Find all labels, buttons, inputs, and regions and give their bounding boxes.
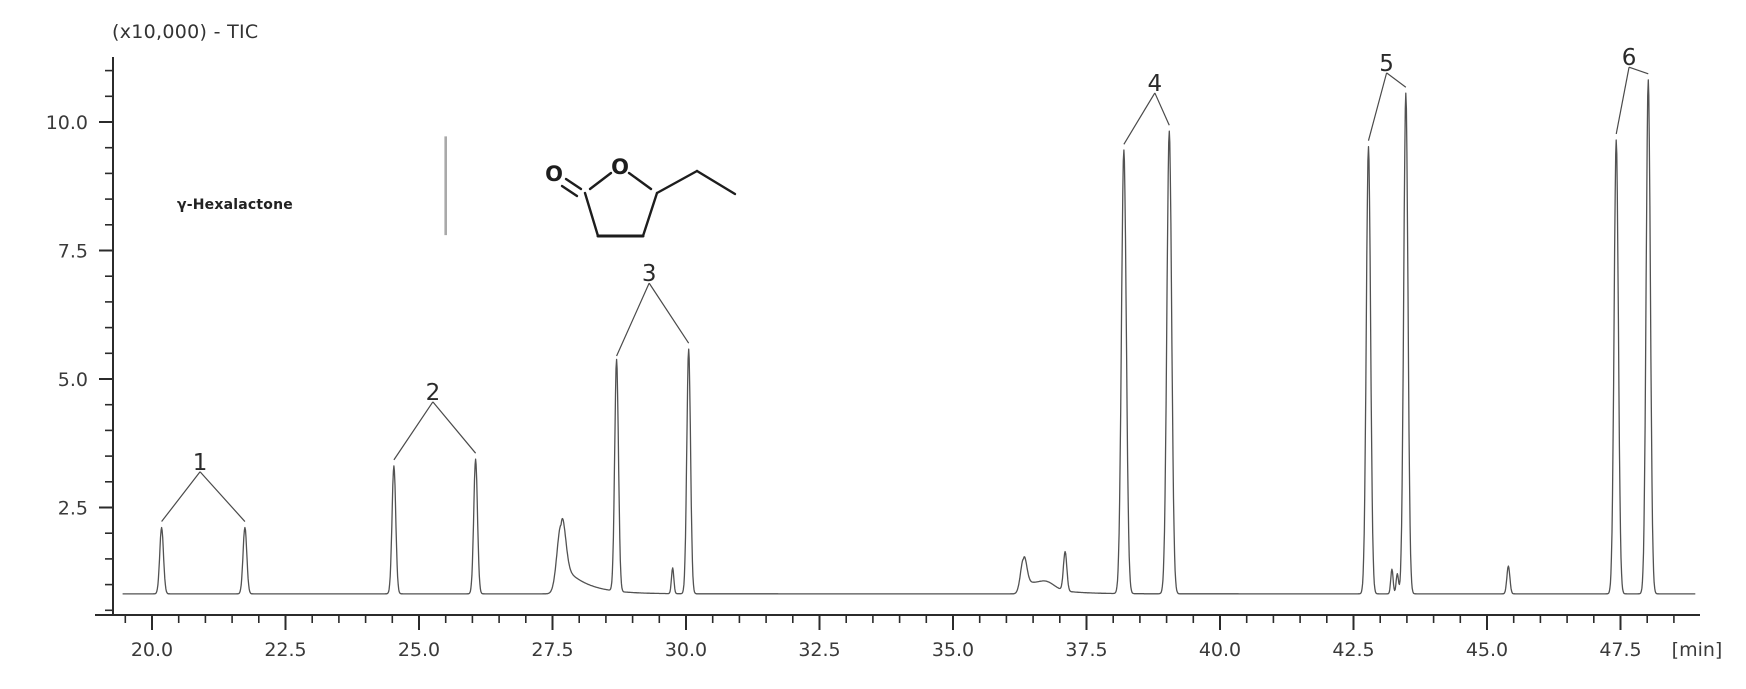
- x-tick-label: 45.0: [1466, 639, 1508, 661]
- peak-callout-line: [432, 401, 477, 454]
- carbonyl-oxygen-label: O: [545, 162, 563, 186]
- x-tick-label: 30.0: [665, 639, 707, 661]
- peak-callout-line: [1367, 72, 1388, 141]
- x-tick-label: 22.5: [264, 639, 306, 661]
- peak-callout-line: [1386, 72, 1407, 88]
- y-tick-label: 7.5: [58, 241, 88, 263]
- peak-number-label: 6: [1622, 45, 1637, 71]
- peak-callout-line: [1154, 92, 1170, 126]
- compound-label: γ-Hexalactone: [177, 197, 293, 213]
- bond-C5-CH2: [655, 169, 699, 195]
- bond-ringO-C5: [627, 171, 653, 191]
- x-tick-label: 32.5: [798, 639, 840, 661]
- peak-callout-line: [648, 282, 690, 344]
- chromatogram-trace: [122, 79, 1696, 595]
- x-tick-label: 37.5: [1065, 639, 1107, 661]
- x-tick-label: 35.0: [932, 639, 974, 661]
- x-axis-unit-label: [min]: [1672, 639, 1723, 661]
- chart-title: (x10,000) - TIC: [112, 21, 259, 43]
- y-tick-label: 2.5: [58, 498, 88, 520]
- peak-number-label: 2: [426, 380, 441, 406]
- bond-CH2-CH3: [695, 169, 737, 196]
- peak-callout-line: [199, 471, 246, 522]
- bond-C2=O-b: [560, 184, 579, 198]
- x-tick-label: 42.5: [1332, 639, 1374, 661]
- bond-ringO-C2: [588, 171, 613, 191]
- peak-number-label: 3: [642, 261, 657, 287]
- bond-C2-C3: [583, 191, 600, 238]
- peak-callout-line: [161, 471, 201, 522]
- bond-C4-C5: [641, 191, 659, 238]
- bond-C2=O-a: [564, 177, 583, 191]
- peak-number-label: 1: [193, 450, 208, 476]
- x-tick-label: 27.5: [531, 639, 573, 661]
- peak-number-label: 5: [1379, 51, 1394, 77]
- x-tick-label: 25.0: [398, 639, 440, 661]
- peak-callout-line: [1615, 67, 1630, 135]
- y-tick-label: 10.0: [46, 112, 88, 134]
- peak-number-label: 4: [1148, 71, 1163, 97]
- ring-oxygen-label: O: [611, 155, 629, 179]
- x-tick-label: 40.0: [1199, 639, 1241, 661]
- peak-callout-line: [1123, 92, 1156, 145]
- peak-callout-line: [616, 282, 650, 357]
- y-tick-label: 5.0: [58, 369, 88, 391]
- x-tick-label: 20.0: [131, 639, 173, 661]
- peak-callout-line: [393, 401, 434, 461]
- gamma-hexalactone-structure-icon: O O: [545, 155, 737, 238]
- peak-callout-line: [1628, 66, 1649, 75]
- x-tick-label: 47.5: [1599, 639, 1641, 661]
